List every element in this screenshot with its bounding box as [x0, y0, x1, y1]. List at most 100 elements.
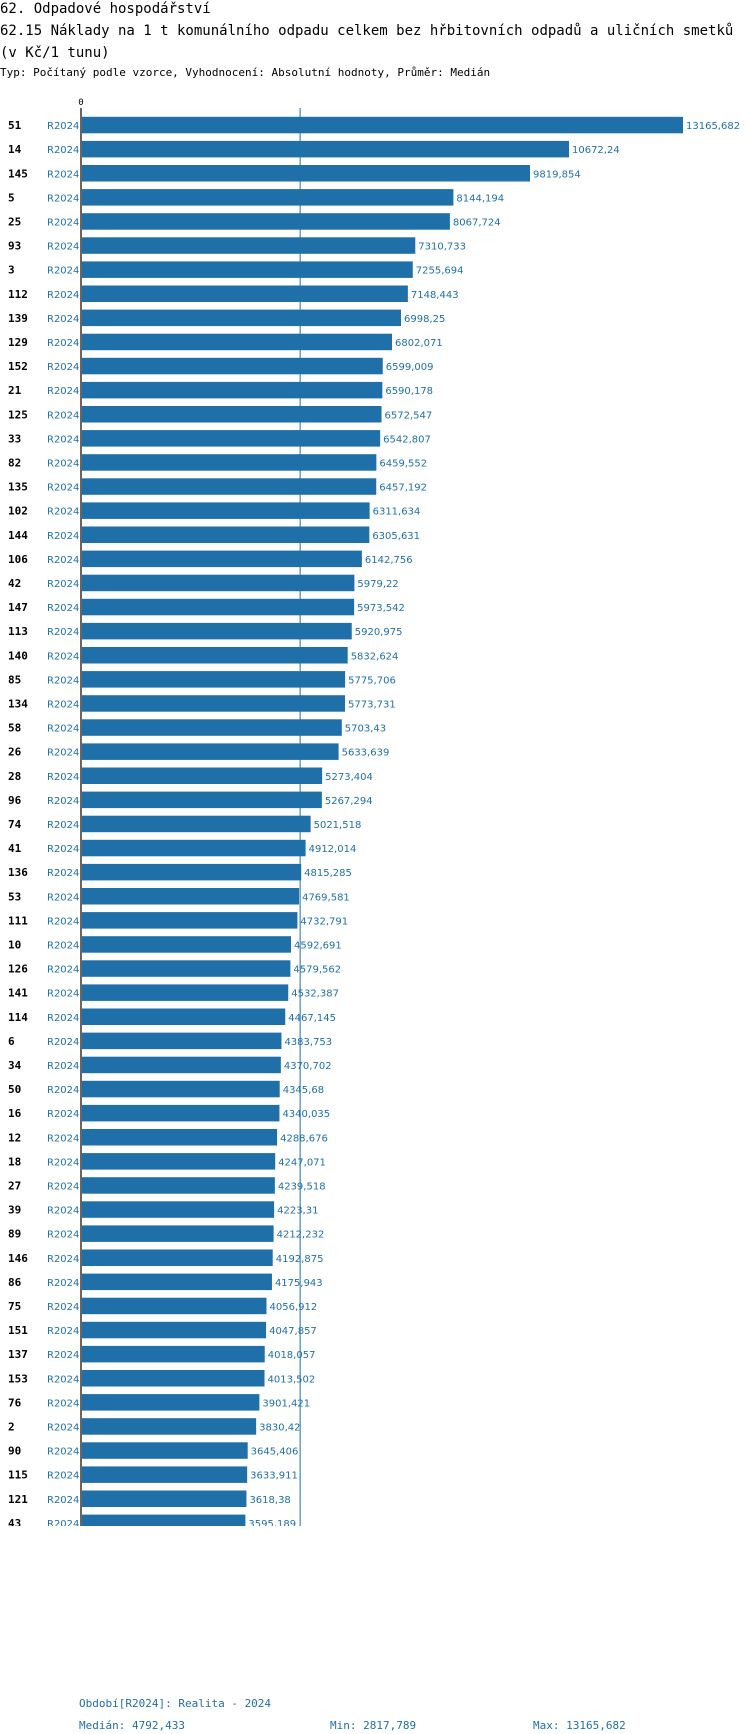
value-label: 6599,009: [386, 362, 434, 373]
series-label: R2024: [47, 314, 79, 325]
value-label: 4732,791: [300, 916, 348, 927]
category-label: 5: [8, 191, 15, 204]
series-label: R2024: [47, 1206, 79, 1217]
series-label: R2024: [47, 651, 79, 662]
category-label: 113: [8, 625, 28, 638]
value-label: 5021,518: [314, 820, 362, 831]
series-label: R2024: [47, 844, 79, 855]
series-label: R2024: [47, 892, 79, 903]
category-label: 76: [8, 1396, 22, 1409]
footer-min: Min: 2817,789: [330, 1719, 417, 1732]
category-label: 145: [8, 167, 28, 180]
series-label: R2024: [47, 193, 79, 204]
category-label: 85: [8, 673, 21, 686]
category-label: 26: [8, 746, 22, 759]
category-label: 146: [8, 1252, 28, 1265]
bar: [82, 1321, 267, 1339]
series-label: R2024: [47, 434, 79, 445]
category-label: 151: [8, 1324, 28, 1337]
value-label: 8144,194: [456, 193, 504, 204]
series-label: R2024: [47, 1254, 79, 1265]
value-label: 4212,232: [277, 1230, 325, 1241]
bar: [82, 1418, 257, 1435]
value-label: 4047,857: [269, 1326, 317, 1337]
value-label: 7310,733: [418, 242, 466, 253]
category-label: 21: [8, 384, 22, 397]
value-label: 6457,192: [379, 483, 427, 494]
type-line: Typ: Počítaný podle vzorce, Vyhodnocení:…: [0, 66, 491, 79]
series-label: R2024: [47, 1109, 79, 1120]
bar: [82, 526, 370, 543]
bar: [82, 406, 382, 423]
value-label: 4239,518: [278, 1181, 326, 1192]
bar: [82, 1129, 278, 1146]
category-label: 6: [8, 1035, 15, 1048]
series-label: R2024: [47, 1326, 79, 1337]
value-label: 4013,502: [268, 1374, 316, 1385]
category-label: 53: [8, 890, 21, 903]
series-label: R2024: [47, 1422, 79, 1433]
bar: [82, 598, 355, 616]
value-label: 4345,68: [283, 1085, 324, 1096]
series-label: R2024: [47, 1398, 79, 1409]
bar: [82, 1442, 248, 1459]
bar: [82, 1056, 281, 1074]
footer-median: Medián: 4792,433: [79, 1719, 185, 1732]
category-label: 16: [8, 1107, 22, 1120]
value-label: 6998,25: [404, 314, 445, 325]
bar: [82, 574, 355, 592]
category-label: 74: [8, 818, 22, 831]
bar: [82, 261, 413, 278]
category-label: 115: [8, 1469, 28, 1482]
value-label: 5633,639: [342, 748, 390, 759]
value-label: 6542,807: [383, 434, 431, 445]
bar: [82, 189, 454, 206]
category-label: 144: [8, 529, 28, 542]
value-label: 6142,756: [365, 555, 413, 566]
category-label: 102: [8, 505, 28, 518]
series-label: R2024: [47, 772, 79, 783]
value-label: 5267,294: [325, 796, 373, 807]
category-label: 89: [8, 1228, 21, 1241]
value-label: 4340,035: [282, 1109, 330, 1120]
value-label: 6572,547: [385, 410, 433, 421]
value-label: 6311,634: [373, 507, 421, 518]
series-label: R2024: [47, 627, 79, 638]
series-label: R2024: [47, 916, 79, 927]
bar: [82, 1394, 260, 1411]
value-label: 4288,676: [280, 1133, 328, 1144]
value-label: 4175,943: [275, 1278, 323, 1289]
category-label: 139: [8, 312, 28, 325]
bar: [82, 1201, 275, 1218]
bar: [82, 719, 342, 736]
category-label: 106: [8, 553, 28, 566]
category-label: 39: [8, 1204, 21, 1217]
value-label: 13165,682: [686, 121, 740, 132]
series-label: R2024: [47, 699, 79, 710]
footer-period: Období[R2024]: Realita - 2024: [79, 1697, 272, 1710]
bar: [82, 478, 377, 495]
category-label: 111: [8, 914, 28, 927]
series-label: R2024: [47, 121, 79, 132]
series-label: R2024: [47, 1302, 79, 1313]
series-label: R2024: [47, 1374, 79, 1385]
value-label: 7148,443: [411, 290, 459, 301]
category-label: 137: [8, 1348, 28, 1361]
series-label: R2024: [47, 266, 79, 277]
bar: [82, 984, 289, 1001]
series-label: R2024: [47, 965, 79, 976]
bar: [82, 213, 450, 230]
indicator-title: 62.15 Náklady na 1 t komunálního odpadu …: [0, 23, 734, 61]
series-label: R2024: [47, 868, 79, 879]
category-label: 50: [8, 1083, 21, 1096]
bar: [82, 815, 311, 833]
value-label: 5273,404: [325, 772, 373, 783]
category-label: 93: [8, 240, 21, 253]
bar: [82, 1370, 265, 1387]
bar: [82, 767, 323, 784]
value-label: 6305,631: [372, 531, 420, 542]
category-label: 28: [8, 770, 21, 783]
value-label: 4223,31: [277, 1206, 318, 1217]
series-label: R2024: [47, 145, 79, 156]
bar: [82, 502, 370, 519]
